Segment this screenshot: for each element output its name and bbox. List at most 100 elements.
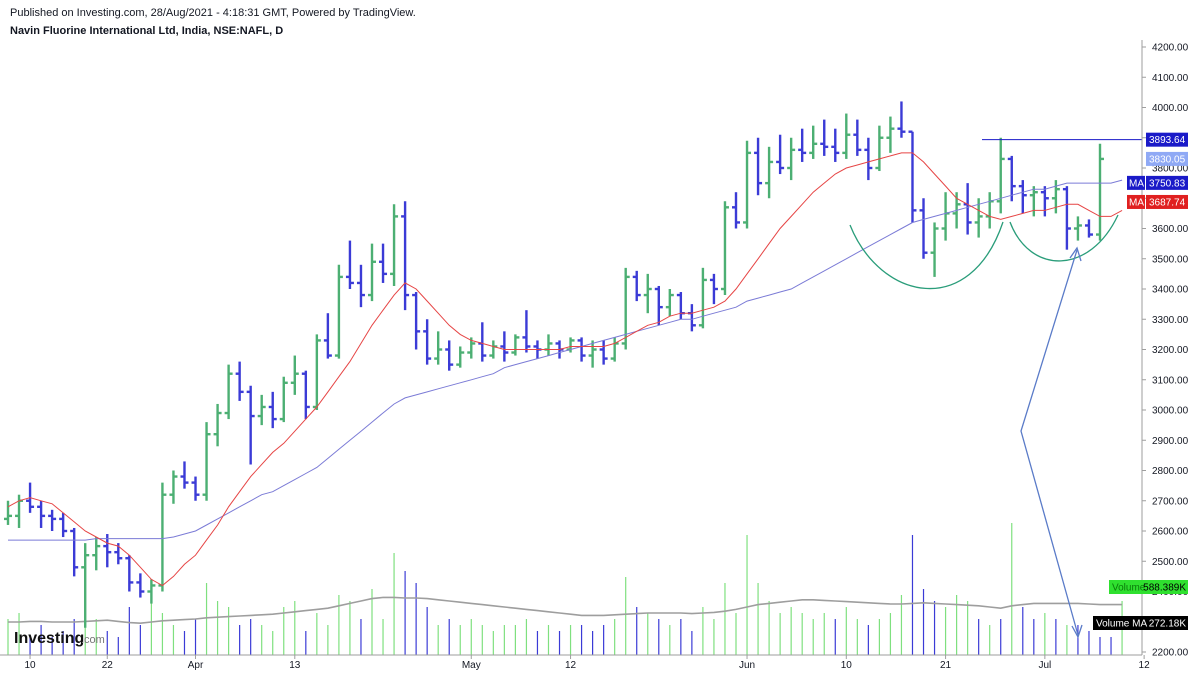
volume-tag-value: 588.389K — [1143, 583, 1186, 594]
ohlc-bar — [522, 310, 531, 353]
ohlc-bar — [279, 376, 288, 423]
volume-tag-box — [1109, 580, 1188, 594]
ohlc-bar — [334, 264, 343, 359]
ohlc-bar — [776, 134, 785, 175]
time-tick-label: Jun — [739, 660, 755, 671]
ohlc-bar — [853, 119, 862, 156]
price-tag-value: 3750.83 — [1149, 178, 1186, 189]
time-tick-label: Jul — [1038, 660, 1051, 671]
ohlc-bar — [81, 543, 90, 628]
ohlc-bar — [996, 137, 1005, 214]
ohlc-bar — [875, 125, 884, 172]
ohlc-bar — [765, 146, 774, 199]
ohlc-bar — [257, 394, 266, 426]
ohlc-bar — [467, 337, 476, 359]
price-tag-prefix-box — [1127, 194, 1145, 209]
ohlc-bar — [743, 140, 752, 229]
ohlc-bar — [897, 101, 906, 138]
time-tick-label: 10 — [841, 660, 853, 671]
ohlc-bars — [4, 101, 1104, 628]
logo-suffix: .com — [81, 634, 105, 646]
price-tick-label: 3600.00 — [1152, 224, 1189, 235]
ohlc-bar — [1073, 216, 1082, 241]
price-tick-label: 2800.00 — [1152, 466, 1189, 477]
annotations — [849, 139, 1142, 639]
ohlc-bar — [301, 370, 310, 420]
ohlc-bar — [621, 267, 630, 350]
ohlc-bar — [588, 340, 597, 368]
annotation-arrow — [1020, 249, 1079, 636]
ohlc-bar — [48, 509, 57, 531]
ohlc-bar — [985, 192, 994, 229]
price-tag-prefix-box — [1127, 175, 1145, 190]
ohlc-bar — [720, 201, 729, 296]
ohlc-bar — [125, 555, 134, 592]
volume-tag-prefix: Volume — [1112, 583, 1146, 594]
ohlc-bar — [202, 422, 211, 501]
ohlc-bar — [643, 273, 652, 314]
ohlc-bar — [1062, 186, 1071, 250]
price-tick-label: 2700.00 — [1152, 496, 1189, 507]
ohlc-bar — [1018, 180, 1027, 214]
ohlc-bar — [312, 334, 321, 410]
investing-logo: Investing .com — [14, 630, 105, 647]
ohlc-bar — [290, 355, 299, 395]
ohlc-bar — [886, 116, 895, 153]
time-axis: 1022Apr13May12Jun1021Jul1222Aug1123Sep — [24, 655, 1150, 671]
price-tick-label: 3100.00 — [1152, 375, 1189, 386]
price-tag: 3893.64 — [1146, 132, 1188, 147]
price-tag: 3830.05 — [1146, 151, 1188, 166]
price-tags: 3893.64 3830.05 3750.83 MA 3687.74 MA Volume58… — [1093, 132, 1188, 630]
price-tick-label: 3200.00 — [1152, 345, 1189, 356]
ohlc-bar — [754, 137, 763, 196]
ohlc-bar — [544, 334, 553, 356]
ohlc-bar — [963, 183, 972, 235]
ohlc-bar — [577, 337, 586, 362]
ohlc-bar — [930, 222, 939, 277]
price-tag-value: 3893.64 — [1149, 135, 1186, 146]
volume-ma-line — [8, 596, 1123, 625]
ohlc-bar — [390, 204, 399, 286]
ohlc-bar — [59, 512, 68, 538]
ohlc-bar — [379, 243, 388, 283]
ohlc-bar — [136, 573, 145, 598]
ohlc-bar — [919, 198, 928, 259]
price-tick-label: 3500.00 — [1152, 254, 1189, 265]
ohlc-bar — [92, 537, 101, 571]
price-tag: 3750.83 MA — [1127, 175, 1188, 190]
ma20-line — [7, 152, 1123, 587]
ohlc-bar — [687, 304, 696, 332]
ohlc-bar — [169, 470, 178, 504]
volume-tag-box — [1093, 616, 1188, 630]
ohlc-bar — [103, 534, 112, 568]
price-tag-box — [1146, 151, 1188, 166]
ohlc-bar — [323, 313, 332, 359]
time-tick-label: 21 — [940, 660, 952, 671]
ohlc-bar — [665, 289, 674, 317]
time-tick-label: May — [462, 660, 481, 671]
ohlc-bar — [864, 137, 873, 181]
ohlc-bar — [698, 267, 707, 329]
ohlc-bar — [70, 527, 79, 577]
time-tick-label: 22 — [102, 660, 114, 671]
ohlc-bar — [709, 273, 718, 305]
moving-averages — [7, 152, 1123, 587]
ohlc-bar — [412, 292, 421, 350]
ohlc-bar — [1029, 186, 1038, 217]
ohlc-bar — [610, 337, 619, 362]
price-tag-value: 3687.74 — [1149, 197, 1186, 208]
arrow-head-up — [1069, 246, 1082, 262]
price-tick-label: 3400.00 — [1152, 285, 1189, 296]
ohlc-bar — [434, 331, 443, 365]
ohlc-bar — [368, 243, 376, 302]
arrow-head-down — [1071, 624, 1083, 639]
ohlc-bar — [632, 270, 641, 302]
ohlc-bar — [798, 128, 807, 162]
ohlc-bar — [732, 192, 740, 229]
instrument-title: Navin Fluorine International Ltd, India,… — [10, 25, 284, 37]
price-tick-label: 4200.00 — [1152, 43, 1189, 54]
ohlc-bar — [787, 137, 796, 181]
price-tag-prefix: MA — [1129, 197, 1144, 208]
